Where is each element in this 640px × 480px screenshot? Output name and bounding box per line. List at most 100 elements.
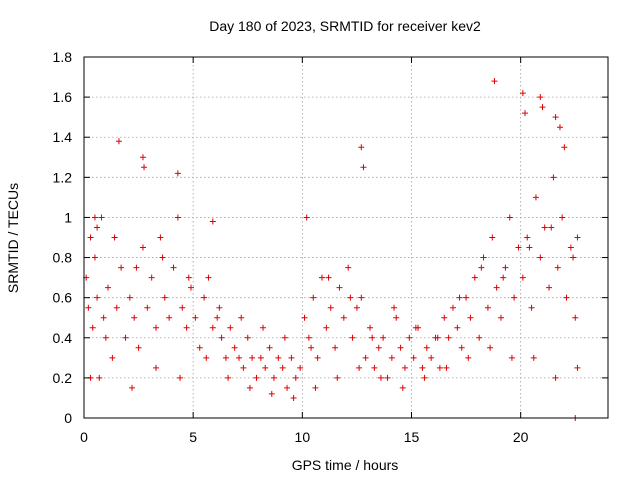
data-point [561, 144, 568, 151]
data-point [570, 254, 577, 261]
data-point [498, 314, 505, 321]
data-point [109, 354, 116, 361]
data-point [480, 254, 487, 261]
data-point [111, 234, 118, 241]
data-point [336, 284, 343, 291]
data-point [377, 374, 384, 381]
data-point [179, 304, 186, 311]
data-point [203, 354, 210, 361]
y-tick-label: 1 [64, 209, 72, 225]
data-point [270, 374, 277, 381]
data-point [391, 304, 398, 311]
data-point [161, 294, 168, 301]
data-point [554, 264, 561, 271]
data-point [292, 374, 299, 381]
data-point [312, 384, 319, 391]
data-point [279, 364, 286, 371]
data-point [310, 294, 317, 301]
data-point [515, 244, 522, 251]
data-point [297, 364, 304, 371]
data-point [318, 274, 325, 281]
ticks-layer: 0 0.2 0.4 0.6 0.8 1 1.2 1.4 1.6 1.8 0 5 10 15 20 [53, 49, 608, 445]
data-point [214, 314, 221, 321]
y-tick-label: 1.4 [53, 129, 73, 145]
y-axis-label: SRMTID / TECUs [5, 183, 21, 293]
data-point [314, 354, 321, 361]
data-point [122, 334, 129, 341]
data-point [141, 164, 148, 171]
data-point [240, 364, 247, 371]
data-point [574, 234, 581, 241]
data-point [139, 154, 146, 161]
data-point [511, 294, 518, 301]
data-point [463, 294, 470, 301]
data-point [484, 304, 491, 311]
chart-title: Day 180 of 2023, SRMTID for receiver kev… [209, 18, 481, 34]
data-point [397, 344, 404, 351]
data-point [445, 334, 452, 341]
data-point [332, 344, 339, 351]
y-tick-label: 0.8 [53, 250, 73, 266]
data-point [135, 344, 142, 351]
points-layer [83, 78, 581, 421]
data-point [369, 334, 376, 341]
x-tick-label: 0 [80, 429, 88, 445]
data-point [148, 274, 155, 281]
y-tick-label: 0.2 [53, 370, 73, 386]
data-point [428, 354, 435, 361]
data-point [205, 274, 212, 281]
data-point [268, 390, 275, 397]
data-point [478, 264, 485, 271]
data-point [347, 294, 354, 301]
data-point [100, 314, 107, 321]
data-point [236, 354, 243, 361]
data-point [471, 274, 478, 281]
data-point [290, 394, 297, 401]
data-point [253, 374, 260, 381]
data-point [489, 234, 496, 241]
data-point [327, 304, 334, 311]
data-point [153, 324, 160, 331]
data-point [384, 374, 391, 381]
data-point [454, 324, 461, 331]
data-point [380, 334, 387, 341]
data-point [537, 94, 544, 101]
data-point [249, 354, 256, 361]
data-point [85, 304, 92, 311]
data-point [423, 344, 430, 351]
data-point [260, 324, 267, 331]
data-point [401, 364, 408, 371]
data-point [262, 364, 269, 371]
data-point [493, 284, 500, 291]
data-point [91, 214, 98, 221]
data-point [467, 314, 474, 321]
data-point [375, 344, 382, 351]
data-point [465, 354, 472, 361]
data-point [500, 274, 507, 281]
data-point [358, 144, 365, 151]
data-point [216, 304, 223, 311]
data-point [238, 314, 245, 321]
data-point [530, 354, 537, 361]
data-point [526, 244, 533, 251]
data-point [412, 324, 419, 331]
data-point [458, 344, 465, 351]
data-point [574, 364, 581, 371]
data-point [476, 334, 483, 341]
data-point [443, 364, 450, 371]
data-point [449, 304, 456, 311]
data-point [157, 234, 164, 241]
data-point [421, 374, 428, 381]
data-point [572, 314, 579, 321]
data-point [537, 254, 544, 261]
data-point [159, 254, 166, 261]
plot-frame [83, 56, 609, 419]
data-point [177, 374, 184, 381]
data-point [456, 294, 463, 301]
data-point [275, 354, 282, 361]
y-tick-label: 0.4 [53, 330, 73, 346]
data-point [129, 384, 136, 391]
data-point [419, 364, 426, 371]
data-point [126, 294, 133, 301]
y-tick-label: 0 [64, 410, 72, 426]
